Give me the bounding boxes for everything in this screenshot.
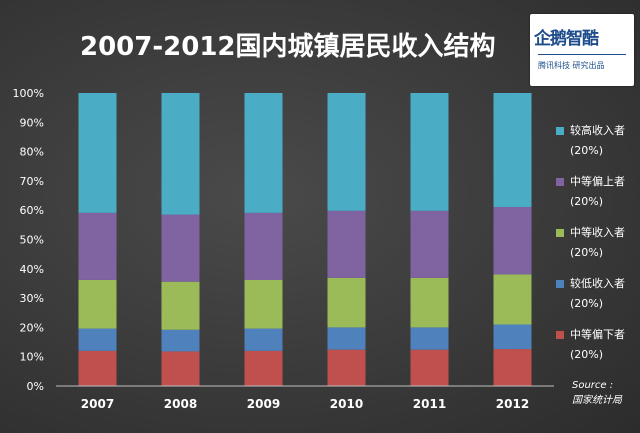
x-tick-label: 2010 [330, 397, 363, 411]
logo-text: 企鹅智酷 [534, 29, 599, 49]
bar-segment [327, 210, 366, 278]
bar-segment [161, 329, 200, 352]
legend-swatch [556, 229, 564, 237]
bar-segment [244, 350, 283, 386]
legend-item-low: 较低收入者 (20%) [556, 273, 640, 324]
y-tick-label: 90% [20, 116, 44, 129]
logo-divider [538, 54, 626, 55]
bar-segment [493, 349, 532, 386]
legend-label: 中等收入者 [570, 226, 625, 239]
bar-segment [244, 328, 283, 351]
bar-segment [327, 327, 366, 350]
y-tick-label: 70% [20, 175, 44, 188]
legend-sublabel: (20%) [570, 144, 604, 157]
bar-segment [493, 274, 532, 325]
y-tick-label: 30% [20, 292, 44, 305]
chart-title: 2007-2012国内城镇居民收入结构 [80, 32, 496, 62]
bar-segment [410, 93, 449, 211]
bar-segment [244, 212, 283, 280]
bar-segment [78, 279, 117, 329]
bar-segment [78, 93, 117, 213]
x-tick-label: 2012 [496, 397, 529, 411]
y-tick-label: 80% [20, 146, 44, 159]
bar-segment [327, 349, 366, 386]
bar-group [78, 93, 532, 386]
bar-segment [161, 214, 200, 282]
bar-segment [78, 328, 117, 351]
y-tick-label: 20% [20, 321, 44, 334]
x-axis-ticks: 2007 2008 2009 2010 2011 2012 [81, 397, 529, 411]
legend-swatch [556, 280, 564, 288]
bar-segment [161, 281, 200, 330]
bar-segment [493, 93, 532, 207]
y-axis-ticks: 0% 10% 20% 30% 40% 50% 60% 70% 80% 90% 100% [13, 87, 44, 393]
y-tick-label: 50% [20, 234, 44, 247]
bar-segment [244, 279, 283, 329]
y-tick-label: 100% [13, 87, 44, 100]
legend-swatch [556, 127, 564, 135]
brand-logo: 企鹅智酷 腾讯科技 研究出品 [530, 14, 634, 86]
bar-segment [410, 349, 449, 386]
source-note: Source : 国家统计局 [572, 378, 622, 408]
bar-segment [327, 93, 366, 211]
legend-sublabel: (20%) [570, 348, 604, 361]
x-tick-label: 2011 [413, 397, 446, 411]
legend-label: 较高收入者 [570, 124, 625, 137]
bar-segment [161, 93, 200, 215]
bar-segment [78, 212, 117, 280]
logo-subtext: 腾讯科技 研究出品 [538, 61, 605, 70]
bar-segment [327, 277, 366, 328]
bar-segment [493, 206, 532, 275]
bar-segment [410, 277, 449, 328]
legend-label: 中等偏下者 [570, 328, 625, 341]
x-tick-label: 2007 [81, 397, 114, 411]
legend-sublabel: (20%) [570, 246, 604, 259]
bar-segment [244, 93, 283, 213]
legend-sublabel: (20%) [570, 195, 604, 208]
bar-segment [410, 210, 449, 278]
legend-label: 较低收入者 [570, 277, 625, 290]
bar-segment [78, 350, 117, 386]
legend-swatch [556, 178, 564, 186]
y-tick-label: 0% [27, 380, 44, 393]
y-tick-label: 60% [20, 204, 44, 217]
source-label: Source : [572, 380, 614, 391]
y-tick-label: 10% [20, 351, 44, 364]
x-tick-label: 2009 [247, 397, 280, 411]
legend-sublabel: (20%) [570, 297, 604, 310]
legend-item-middle: 中等收入者 (20%) [556, 222, 640, 273]
bar-segment [410, 327, 449, 350]
y-tick-label: 40% [20, 263, 44, 276]
x-tick-label: 2008 [164, 397, 197, 411]
legend-item-upper-middle: 中等偏上者 (20%) [556, 171, 640, 222]
legend-label: 中等偏上者 [570, 175, 625, 188]
bar-segment [161, 351, 200, 386]
legend-item-lower-middle: 中等偏下者 (20%) [556, 324, 640, 375]
source-name: 国家统计局 [572, 395, 622, 406]
legend-swatch [556, 331, 564, 339]
bar-segment [493, 324, 532, 350]
legend: 较高收入者 (20%) 中等偏上者 (20%) 中等收入者 (20%) 较低收入… [556, 120, 640, 375]
legend-item-high: 较高收入者 (20%) [556, 120, 640, 171]
